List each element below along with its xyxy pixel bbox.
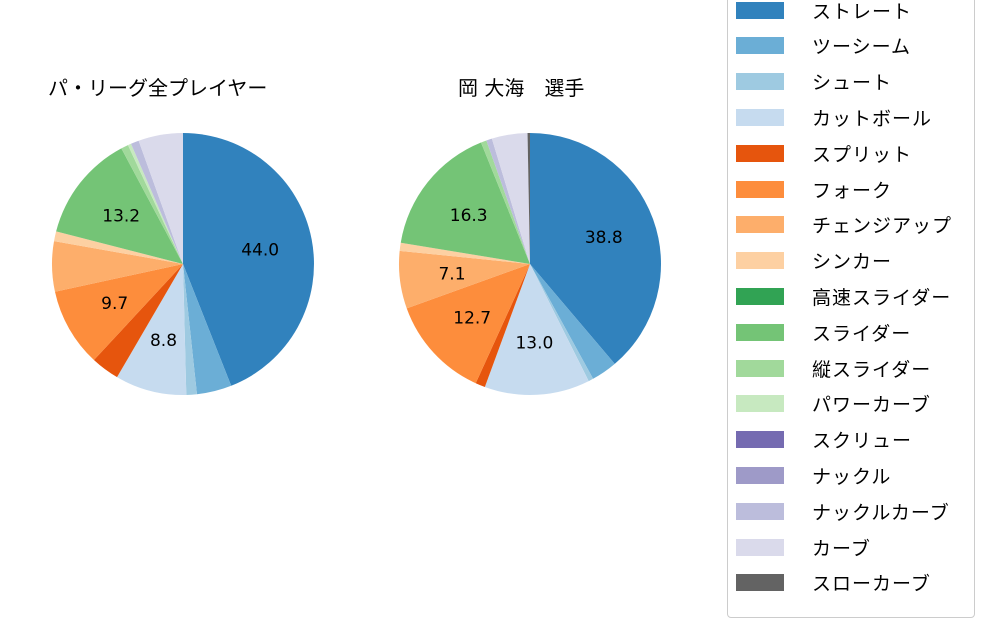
legend-swatch	[736, 466, 784, 484]
pie-slice	[183, 133, 314, 386]
pie-slice	[54, 264, 184, 361]
slice-value-label: 38.8	[585, 228, 623, 248]
pie-slice	[127, 143, 183, 264]
legend-label: パワーカーブ	[812, 394, 931, 417]
legend-label: 高速スライダー	[812, 286, 952, 309]
legend-item: ナックルカーブ	[736, 499, 950, 524]
pie-slice	[530, 133, 661, 364]
pie-slice	[527, 132, 530, 264]
pie-slice	[54, 231, 183, 264]
slice-value-label: 44.0	[241, 240, 279, 260]
slice-value-label: 13.0	[515, 334, 553, 354]
legend-item: 縦スライダー	[736, 356, 932, 381]
pie-slice	[130, 140, 183, 264]
legend-swatch	[736, 252, 784, 270]
legend-label: 縦スライダー	[812, 358, 932, 381]
pie-slice	[93, 264, 183, 378]
legend-swatch	[736, 323, 784, 341]
legend-item: 高速スライダー	[736, 284, 952, 309]
legend-label: ツーシーム	[812, 36, 912, 59]
legend-swatch	[736, 574, 784, 592]
legend-label: カーブ	[812, 537, 871, 560]
pie-slice	[399, 242, 530, 264]
legend-item: ナックル	[736, 463, 892, 488]
pie-slice	[138, 133, 183, 264]
legend-swatch	[736, 1, 784, 19]
slice-value-label: 13.2	[102, 206, 140, 226]
slice-value-label: 8.8	[150, 331, 177, 351]
player-pie: 38.8 13.0 12.7 7.1 16.3	[398, 132, 661, 395]
legend-swatch	[736, 287, 784, 305]
pie-slice	[484, 264, 589, 395]
legend-item: ツーシーム	[736, 34, 911, 58]
legend-item: ストレート	[736, 0, 913, 23]
legend-label: スローカーブ	[812, 573, 931, 596]
slice-value-label: 12.7	[453, 308, 491, 328]
slice-value-label: 7.1	[438, 265, 465, 285]
legend-swatch	[736, 108, 784, 126]
pie-slice	[121, 145, 183, 264]
legend-label: スプリット	[812, 143, 913, 166]
pie-slice	[491, 133, 530, 264]
legend: ストレートツーシームシュートカットボール スプリットフォークチェンジアップ シンカー…	[727, 0, 975, 618]
legend-item: シュート	[736, 70, 892, 94]
legend-label: カットボール	[812, 107, 933, 130]
legend-swatch	[736, 144, 784, 162]
pie-slice	[117, 264, 187, 396]
legend-swatch	[736, 216, 784, 234]
legend-label: チェンジアップ	[812, 215, 953, 238]
legend-swatch	[736, 395, 784, 413]
legend-item: カットボール	[736, 105, 933, 130]
legend-item: パワーカーブ	[736, 392, 931, 416]
legend-label: スライダー	[812, 322, 912, 345]
pie-slice	[51, 241, 184, 292]
pie-slice	[475, 264, 530, 387]
legend-label: フォーク	[812, 179, 893, 202]
legend-label: スクリュー	[812, 430, 913, 453]
legend-item: チェンジアップ	[736, 213, 952, 237]
legend-item: カーブ	[736, 535, 871, 560]
pie-slice	[183, 264, 197, 395]
legend-swatch	[736, 37, 784, 55]
legend-label: ストレート	[812, 0, 913, 23]
legend-item: スライダー	[736, 320, 912, 345]
legend-label: ナックル	[812, 465, 892, 488]
legend-item: シンカー	[736, 249, 892, 273]
legend-label: ナックルカーブ	[812, 501, 950, 524]
legend-item: フォーク	[736, 177, 893, 202]
pie-slice	[406, 264, 530, 384]
legend-swatch	[736, 359, 784, 377]
pie-slice	[56, 148, 184, 264]
player-pie-title: 岡 大海 選手	[458, 76, 585, 100]
legend-item: スローカーブ	[736, 571, 931, 595]
legend-swatch	[736, 538, 784, 556]
league-pie-title: パ・リーグ全プレイヤー	[48, 76, 268, 100]
slice-value-label: 16.3	[450, 206, 488, 226]
pie-slice	[486, 138, 530, 264]
legend-item: スクリュー	[736, 428, 912, 452]
league-pie: 44.0 8.8 9.7 13.2	[51, 133, 314, 396]
legend-swatch	[736, 180, 784, 198]
legend-item: スプリット	[736, 141, 913, 166]
pie-slice	[400, 142, 530, 264]
pie-slice	[530, 264, 615, 379]
pie-slice	[530, 264, 594, 382]
pie-slice	[398, 250, 530, 309]
pie-slice	[481, 140, 530, 264]
legend-swatch	[736, 73, 784, 91]
legend-label: シュート	[812, 72, 893, 95]
legend-swatch	[736, 431, 784, 449]
slice-value-label: 9.7	[101, 294, 128, 314]
legend-label: シンカー	[812, 251, 893, 274]
pie-slice	[183, 264, 232, 395]
legend-swatch	[736, 502, 784, 520]
